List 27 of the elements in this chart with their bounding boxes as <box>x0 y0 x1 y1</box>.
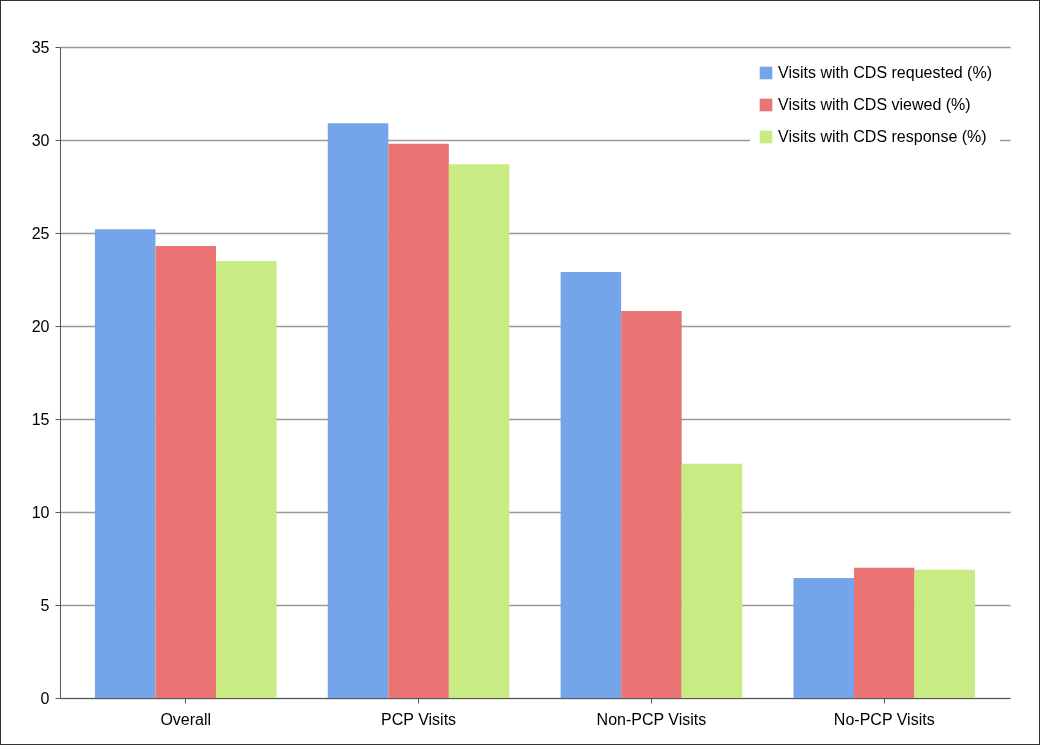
y-tick-label: 25 <box>31 224 50 242</box>
bar <box>327 123 389 698</box>
bar <box>854 567 915 698</box>
x-tick-label: Non-PCP Visits <box>596 710 707 728</box>
bar <box>448 164 510 698</box>
x-tick-label: Overall <box>160 710 212 728</box>
x-tick-label: PCP Visits <box>381 710 457 728</box>
y-tick-label: 10 <box>31 503 50 521</box>
y-tick-label: 5 <box>40 596 50 614</box>
bar <box>94 229 156 698</box>
y-tick-label: 15 <box>31 410 50 428</box>
legend-label: Visits with CDS requested (%) <box>778 64 992 81</box>
bar <box>793 578 854 698</box>
bar <box>560 272 622 698</box>
y-tick-label: 20 <box>31 317 50 335</box>
legend-label: Visits with CDS viewed (%) <box>778 96 971 113</box>
x-tick-label: No-PCP Visits <box>833 710 935 728</box>
y-tick-label: 35 <box>31 38 50 56</box>
bar <box>914 569 976 698</box>
bar <box>388 143 449 698</box>
bar <box>681 463 743 698</box>
y-tick-label: 0 <box>40 689 50 707</box>
bar <box>216 260 277 698</box>
bar <box>155 246 216 698</box>
bar <box>621 311 682 698</box>
legend-label: Visits with CDS response (%) <box>778 128 987 145</box>
y-tick-label: 30 <box>31 131 50 149</box>
